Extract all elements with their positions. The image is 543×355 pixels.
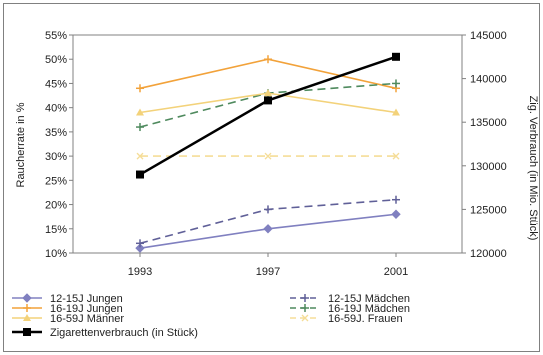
x-tick-label: 1993 — [128, 266, 152, 278]
legend-label: 16-59J Männer — [50, 313, 124, 325]
y2-tick-label: 145000 — [470, 30, 507, 42]
y2-tick-label: 140000 — [470, 74, 507, 86]
data-point-12-15j-jungen — [135, 243, 145, 253]
legend-marker-b — [301, 314, 309, 322]
y2-tick-label: 125000 — [470, 204, 507, 216]
data-point-12-15j-jungen — [263, 224, 273, 234]
legend-item-16-19j-jungen: 16-19J Jungen — [12, 303, 123, 315]
legend-item-16-59j-m-nner: 16-59J Männer — [12, 313, 124, 325]
data-point-zigarettenverbrauch-in-st-ck — [392, 52, 400, 61]
legend-label: 12-15J Jungen — [50, 293, 123, 305]
y-tick-label: 10% — [45, 248, 67, 260]
legend-marker — [23, 314, 31, 321]
chart-border — [3, 3, 540, 352]
y2-tick-label: 135000 — [470, 117, 507, 129]
legend-marker — [22, 293, 32, 303]
legend-marker — [301, 314, 309, 322]
y-tick-label: 45% — [45, 78, 67, 90]
legend-item-zigarettenverbrauch-in-st-ck: Zigarettenverbrauch (in Stück) — [12, 327, 198, 339]
y-tick-label: 15% — [45, 224, 67, 236]
legend-marker — [301, 294, 309, 302]
y-tick-label: 25% — [45, 175, 67, 187]
data-point-12-15j-jungen — [391, 209, 401, 219]
y-tick-label: 20% — [45, 200, 67, 212]
data-point-16-19j-m-dchen — [136, 123, 144, 132]
legend-label: 16-19J Jungen — [50, 303, 123, 315]
data-point-12-15j-m-dchen — [136, 239, 144, 248]
data-point-12-15j-m-dchen — [264, 205, 272, 214]
y-tick-label: 55% — [45, 30, 67, 42]
data-point-16-59j-frauen-b — [392, 152, 400, 160]
x-tick-label: 1997 — [256, 266, 280, 278]
y-tick-label: 40% — [45, 103, 67, 115]
data-point-12-15j-m-dchen — [392, 195, 400, 204]
legend-marker — [23, 328, 31, 336]
y2-tick-label: 120000 — [470, 248, 507, 260]
data-point-zigarettenverbrauch-in-st-ck — [136, 170, 144, 179]
data-point-16-19j-jungen — [264, 55, 272, 64]
data-point-16-59j-frauen-b — [264, 152, 272, 160]
legend-item-16-19j-m-dchen: 16-19J Mädchen — [290, 303, 410, 315]
data-point-16-59j-m-nner — [392, 108, 400, 116]
legend-item-12-15j-jungen: 12-15J Jungen — [12, 293, 123, 305]
y2-axis-title: Zig. Verbrauch (in Mio. Stück) — [527, 96, 539, 241]
y-tick-label: 50% — [45, 54, 67, 66]
data-point-16-19j-jungen — [136, 84, 144, 93]
y-axis-title: Raucherrate in % — [15, 102, 27, 187]
legend-label: 12-15J Mädchen — [328, 293, 410, 305]
y-tick-label: 35% — [45, 127, 67, 139]
x-tick-label: 2001 — [384, 266, 408, 278]
data-point-zigarettenverbrauch-in-st-ck — [264, 96, 272, 105]
legend-item-16-59j-frauen: 16-59J. Frauen — [290, 313, 403, 325]
legend-item-12-15j-m-dchen: 12-15J Mädchen — [290, 293, 410, 305]
data-point-16-59j-frauen — [264, 152, 272, 160]
data-point-16-19j-m-dchen — [392, 79, 400, 88]
legend-marker — [301, 304, 309, 312]
data-point-16-59j-m-nner — [264, 89, 272, 97]
legend-label: Zigarettenverbrauch (in Stück) — [50, 327, 198, 339]
legend-marker — [23, 304, 31, 312]
y-tick-label: 30% — [45, 151, 67, 163]
y2-tick-label: 130000 — [470, 161, 507, 173]
data-point-16-59j-frauen — [136, 152, 144, 160]
data-point-16-59j-frauen — [392, 152, 400, 160]
legend-label: 16-59J. Frauen — [328, 313, 403, 325]
data-point-16-59j-frauen-b — [136, 152, 144, 160]
data-point-16-59j-m-nner — [136, 108, 144, 116]
legend-label: 16-19J Mädchen — [328, 303, 410, 315]
